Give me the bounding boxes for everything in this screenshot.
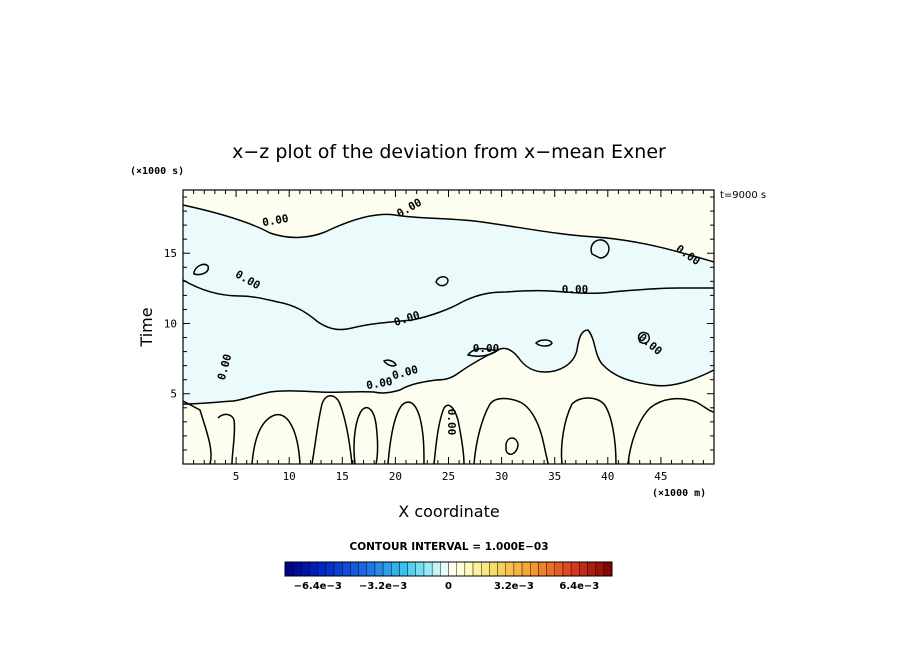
chart-title: x−z plot of the deviation from x−mean Ex…	[232, 141, 666, 163]
colorbar-segment	[497, 561, 506, 577]
colorbar: −6.4e−3 −3.2e−3 0 3.2e−3 6.4e−3	[284, 561, 613, 592]
x-tick-label: 40	[601, 470, 614, 483]
contour-line	[466, 347, 501, 357]
contour-label: 0.00	[473, 342, 500, 355]
colorbar-segment	[366, 561, 376, 577]
colorbar-tick-label: −6.4e−3	[294, 581, 342, 592]
contour-label: 0.00	[261, 212, 289, 229]
contour-line	[353, 406, 379, 465]
time-label: t=9000 s	[720, 190, 766, 201]
colorbar-segment	[481, 561, 490, 577]
y-tick-label: 5	[170, 388, 177, 401]
x-tick-label: 25	[442, 470, 455, 483]
contour-label: 0.00	[365, 375, 393, 392]
contour-line	[387, 401, 425, 465]
y-unit-label: (×1000 s)	[130, 166, 184, 177]
y-axis-label: Time	[137, 307, 156, 347]
contour-line	[560, 397, 617, 465]
contour-line	[590, 239, 610, 259]
contour-line	[182, 204, 715, 263]
contour-label: 0.00	[445, 409, 458, 436]
colorbar-segment	[358, 561, 367, 577]
colorbar-segment	[448, 561, 457, 577]
colorbar-segment	[350, 561, 359, 577]
contour-line	[473, 397, 549, 465]
axis-ticks: 5 10 15 20 25 30 35 40 45 5 10 15	[164, 190, 714, 483]
x-tick-label: 5	[233, 470, 240, 483]
contour-line	[182, 390, 375, 405]
contour-line	[193, 263, 210, 276]
negative-region	[183, 205, 714, 404]
colorbar-segment	[301, 561, 310, 577]
colorbar-segment	[423, 561, 433, 577]
contour-interval-text: CONTOUR INTERVAL = 1.000E−03	[349, 541, 548, 553]
contour-line	[182, 400, 212, 465]
colorbar-segment	[587, 561, 596, 577]
contour-line	[382, 359, 397, 367]
y-tick-label: 10	[164, 317, 177, 330]
contour-line	[182, 279, 714, 331]
colorbar-segment	[489, 561, 498, 577]
contour-line	[637, 331, 651, 345]
colorbar-tick-label: 0	[445, 581, 452, 592]
colorbar-tick-label: 3.2e−3	[494, 581, 534, 592]
colorbar-segment	[415, 561, 425, 577]
colorbar-segment	[391, 561, 400, 577]
colorbar-segment	[399, 561, 408, 577]
colorbar-segment	[374, 561, 384, 577]
colorbar-frame	[284, 561, 613, 577]
negative-regions	[183, 205, 714, 404]
colorbar-segment	[472, 561, 482, 577]
contour-label: 0.00	[562, 283, 589, 296]
contour-lines	[182, 204, 715, 465]
x-axis-label: X coordinate	[398, 502, 499, 521]
colorbar-segment	[538, 561, 547, 577]
colorbar-segment	[464, 561, 474, 577]
plot-area: 0.000.000.00 0.000.000.000.000.000.000.00…	[164, 189, 715, 483]
contour-line	[627, 397, 715, 465]
contour-line	[373, 329, 715, 394]
colorbar-segment	[595, 561, 605, 577]
colorbar-segment	[382, 561, 392, 577]
y-tick-label: 15	[164, 247, 177, 260]
colorbar-segment	[546, 561, 555, 577]
colorbar-segment	[521, 561, 531, 577]
x-tick-label: 15	[336, 470, 349, 483]
colorbar-segment	[603, 561, 613, 577]
colorbar-segment	[505, 561, 515, 577]
colorbar-segment	[562, 561, 572, 577]
colorbar-segment	[317, 561, 327, 577]
colorbar-segment	[292, 561, 302, 577]
colorbar-segment	[513, 561, 523, 577]
colorbar-segment	[309, 561, 318, 577]
colorbar-segment	[431, 561, 441, 577]
colorbar-segment	[407, 561, 417, 577]
colorbar-segment	[440, 561, 449, 577]
colorbar-segment	[570, 561, 580, 577]
colorbar-tick-label: −3.2e−3	[359, 581, 407, 592]
colorbar-segment	[284, 561, 294, 577]
contour-line	[311, 395, 353, 465]
contour-line	[217, 413, 236, 465]
contour-line	[534, 339, 553, 347]
colorbar-segment	[554, 561, 564, 577]
contour-line	[505, 437, 519, 455]
colorbar-segment	[325, 561, 335, 577]
contour-line	[435, 276, 449, 287]
contour-line	[251, 414, 301, 465]
x-tick-label: 20	[389, 470, 402, 483]
x-tick-label: 30	[495, 470, 508, 483]
x-tick-label: 35	[548, 470, 561, 483]
x-tick-label: 45	[654, 470, 667, 483]
colorbar-tick-label: 6.4e−3	[559, 581, 599, 592]
colorbar-segment	[530, 561, 539, 577]
colorbar-segment	[333, 561, 343, 577]
colorbar-segment	[342, 561, 351, 577]
contour-line	[433, 404, 465, 465]
colorbar-segment	[456, 561, 466, 577]
colorbar-segment	[579, 561, 588, 577]
x-unit-label: (×1000 m)	[652, 488, 706, 499]
x-tick-label: 10	[283, 470, 296, 483]
